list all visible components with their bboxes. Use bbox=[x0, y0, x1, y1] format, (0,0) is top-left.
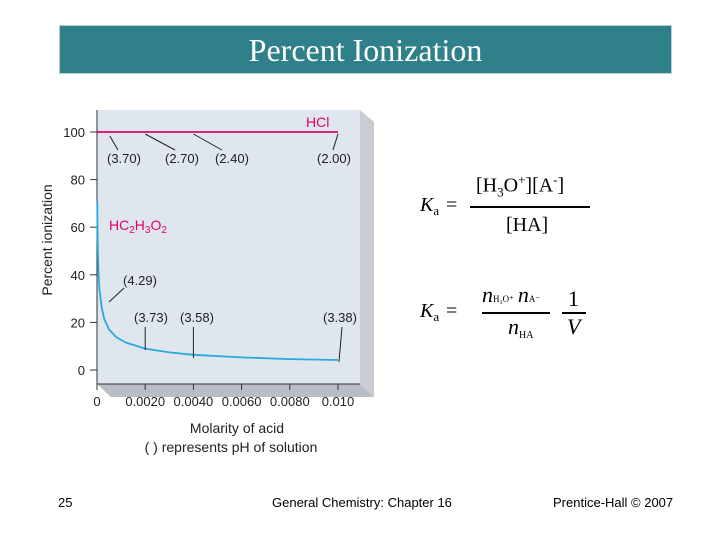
eq2-frac2-bar bbox=[562, 312, 586, 314]
y-tick-label: 0 bbox=[78, 363, 85, 378]
annotation-leader-line bbox=[193, 133, 223, 151]
eq2-frac2-denominator: V bbox=[567, 314, 581, 339]
y-axis-title: Percent ionization bbox=[39, 184, 55, 295]
equation-ka-concentration: Ka = [H3O+][A-] [HA] bbox=[420, 168, 600, 248]
x-tick-label: 0.0020 bbox=[125, 394, 165, 409]
title-bar: Percent Ionization bbox=[59, 25, 672, 74]
y-tick-label: 100 bbox=[63, 125, 85, 140]
annotation-ph-label: (3.58) bbox=[180, 310, 214, 325]
eq2-ka-symbol: Ka bbox=[420, 300, 440, 324]
eq1-numerator: [H3O+][A-] bbox=[476, 172, 565, 200]
annotation-leader-line bbox=[109, 135, 119, 151]
annotation-leader-line bbox=[338, 326, 343, 363]
annotation-ph-label: (2.70) bbox=[165, 151, 199, 166]
series-label-acetic: HC2H3O2 bbox=[109, 217, 167, 236]
page-number: 25 bbox=[58, 495, 73, 510]
annotation-ph-label: (3.70) bbox=[107, 151, 141, 166]
eq1-ka-symbol: Ka bbox=[420, 194, 440, 218]
eq2-equals: = bbox=[446, 300, 458, 322]
annotation-ph-label: (2.00) bbox=[317, 151, 351, 166]
x-axis-title: Molarity of acid bbox=[190, 420, 284, 436]
annotation-ph-label: (4.29) bbox=[123, 273, 157, 288]
footer-chapter: General Chemistry: Chapter 16 bbox=[272, 495, 452, 510]
y-tick-label: 60 bbox=[71, 220, 85, 235]
plot-panel-side bbox=[360, 110, 374, 397]
y-tick-label: 20 bbox=[71, 315, 85, 330]
x-tick-label: 0.0040 bbox=[174, 394, 214, 409]
annotation-ph-label: (2.40) bbox=[215, 151, 249, 166]
plot-panel bbox=[97, 110, 360, 384]
y-tick-label: 80 bbox=[71, 173, 85, 188]
eq2-frac2-numerator: 1 bbox=[568, 286, 579, 311]
x-axis-note: ( ) represents pH of solution bbox=[145, 439, 318, 455]
eq1-fraction-bar bbox=[470, 206, 590, 208]
x-tick-label: 0 bbox=[93, 394, 100, 409]
x-tick-label: 0.010 bbox=[322, 394, 355, 409]
eq2-numerator: nH₃O⁺ nA⁻ bbox=[482, 282, 541, 307]
annotation-leader-line bbox=[108, 287, 125, 303]
x-tick-label: 0.0080 bbox=[270, 394, 310, 409]
annotation-leader-line bbox=[332, 133, 339, 151]
annotation-ph-label: (3.38) bbox=[323, 310, 357, 325]
eq1-denominator: [HA] bbox=[506, 214, 549, 236]
eq1-equals: = bbox=[446, 194, 458, 216]
x-tick-label: 0.0060 bbox=[222, 394, 262, 409]
acetic-acid-curve bbox=[96, 200, 339, 361]
y-tick-label: 40 bbox=[71, 268, 85, 283]
footer-copyright: Prentice-Hall © 2007 bbox=[553, 495, 674, 510]
eq2-fraction-bar bbox=[482, 312, 550, 314]
annotation-ph-label: (3.73) bbox=[134, 310, 168, 325]
plot-panel-bottom bbox=[97, 384, 374, 397]
equation-ka-moles: Ka = nH₃O⁺ nA⁻ nHA 1 V bbox=[420, 280, 610, 350]
annotation-leader-line bbox=[144, 133, 176, 151]
eq2-denominator: nHA bbox=[508, 314, 534, 341]
series-label-hcl: HCl bbox=[306, 114, 329, 130]
slide-title: Percent Ionization bbox=[248, 32, 483, 68]
